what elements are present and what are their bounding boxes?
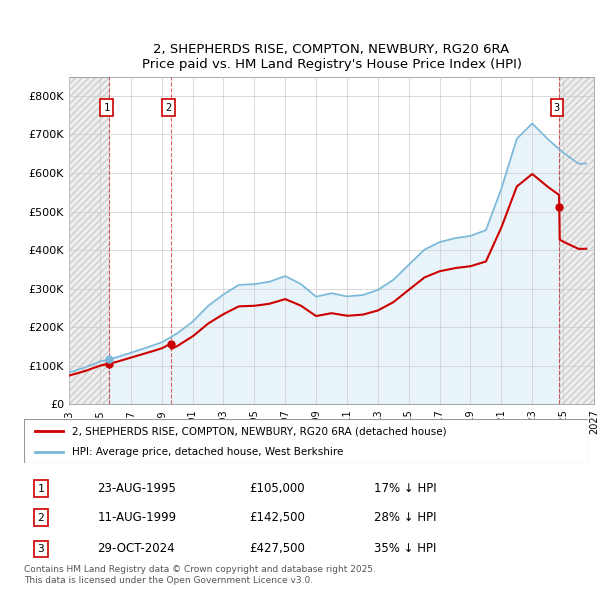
Text: £142,500: £142,500 xyxy=(250,511,305,525)
Text: £105,000: £105,000 xyxy=(250,482,305,495)
Text: 3: 3 xyxy=(554,103,560,113)
Text: 2: 2 xyxy=(38,513,44,523)
Text: 23-AUG-1995: 23-AUG-1995 xyxy=(97,482,176,495)
Text: 3: 3 xyxy=(38,544,44,554)
Text: 35% ↓ HPI: 35% ↓ HPI xyxy=(374,542,436,555)
Text: £427,500: £427,500 xyxy=(250,542,305,555)
Text: 2: 2 xyxy=(165,103,172,113)
Bar xyxy=(69,77,109,404)
Text: 1: 1 xyxy=(103,103,110,113)
Text: 11-AUG-1999: 11-AUG-1999 xyxy=(97,511,176,525)
Text: 28% ↓ HPI: 28% ↓ HPI xyxy=(374,511,436,525)
Title: 2, SHEPHERDS RISE, COMPTON, NEWBURY, RG20 6RA
Price paid vs. HM Land Registry's : 2, SHEPHERDS RISE, COMPTON, NEWBURY, RG2… xyxy=(142,44,521,71)
Text: 17% ↓ HPI: 17% ↓ HPI xyxy=(374,482,436,495)
Bar xyxy=(559,77,594,404)
Text: HPI: Average price, detached house, West Berkshire: HPI: Average price, detached house, West… xyxy=(72,447,343,457)
Text: 1: 1 xyxy=(38,484,44,493)
Text: 29-OCT-2024: 29-OCT-2024 xyxy=(97,542,175,555)
Text: 2, SHEPHERDS RISE, COMPTON, NEWBURY, RG20 6RA (detached house): 2, SHEPHERDS RISE, COMPTON, NEWBURY, RG2… xyxy=(72,427,446,436)
Text: Contains HM Land Registry data © Crown copyright and database right 2025.
This d: Contains HM Land Registry data © Crown c… xyxy=(24,565,376,585)
